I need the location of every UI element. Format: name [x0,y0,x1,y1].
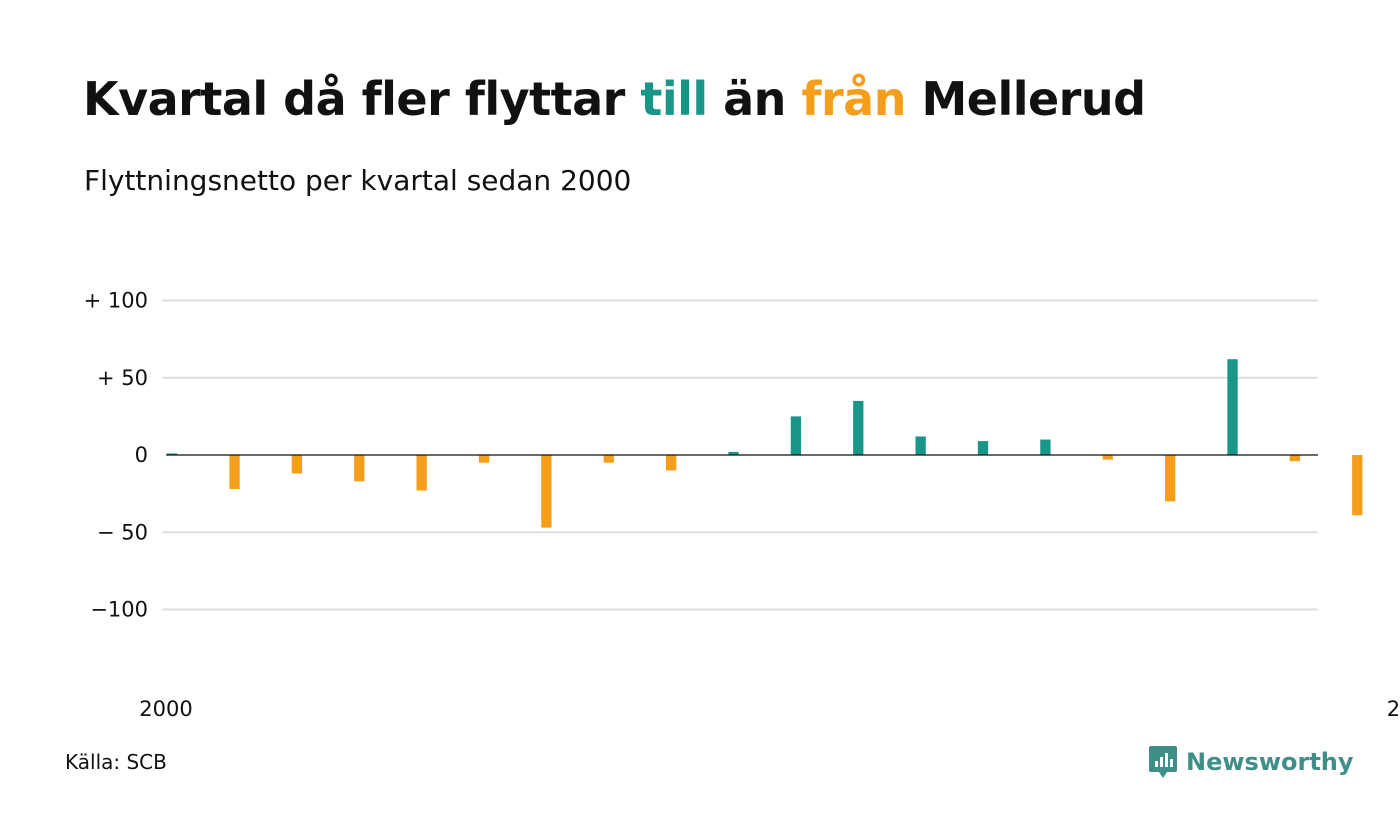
bar [1102,455,1113,460]
bar [478,455,490,463]
y-tick-label: 0 [135,443,148,467]
chart-subtitle: Flyttningsnetto per kvartal sedan 2000 [84,164,632,197]
bars [167,359,1363,528]
bar [291,455,303,474]
brand-name: Newsworthy [1186,748,1354,776]
x-tick-label: 2005 [1387,697,1400,721]
bar [416,455,427,491]
bar [603,455,614,463]
x-axis-ticks: 20002005201020152020 [139,697,1400,721]
y-tick-label: −100 [90,598,148,622]
bar [167,453,178,455]
bar [790,416,802,456]
y-axis-ticks: + 100 + 50 0 − 50 −100 [84,289,148,622]
bar [1165,455,1176,502]
chart-title: Kvartal då fler flyttar till än från Mel… [83,72,1146,126]
y-tick-label: − 50 [97,520,148,544]
x-tick-label: 2000 [139,697,192,721]
title-highlight-fran: från [801,72,906,126]
bar [541,455,552,528]
bar [977,441,989,455]
bar [1352,455,1363,516]
bar [1289,455,1301,462]
bar [354,455,365,482]
title-part-1: Kvartal då fler flyttar [83,72,641,126]
bar [1227,359,1238,455]
bar [666,455,677,471]
y-tick-label: + 100 [84,289,148,313]
bar [853,400,864,455]
title-part-2: än [707,72,802,126]
title-highlight-till: till [640,72,708,126]
title-part-3: Mellerud [905,72,1146,126]
source-note: Källa: SCB [65,750,167,774]
bar [915,436,926,455]
chat-bar-chart-icon [1149,746,1177,778]
grid-lines [162,299,1318,611]
bar [229,455,240,489]
bar [1040,439,1051,455]
bar [728,451,739,455]
brand-logo[interactable]: Newsworthy [1148,742,1354,782]
y-tick-label: + 50 [97,366,148,390]
